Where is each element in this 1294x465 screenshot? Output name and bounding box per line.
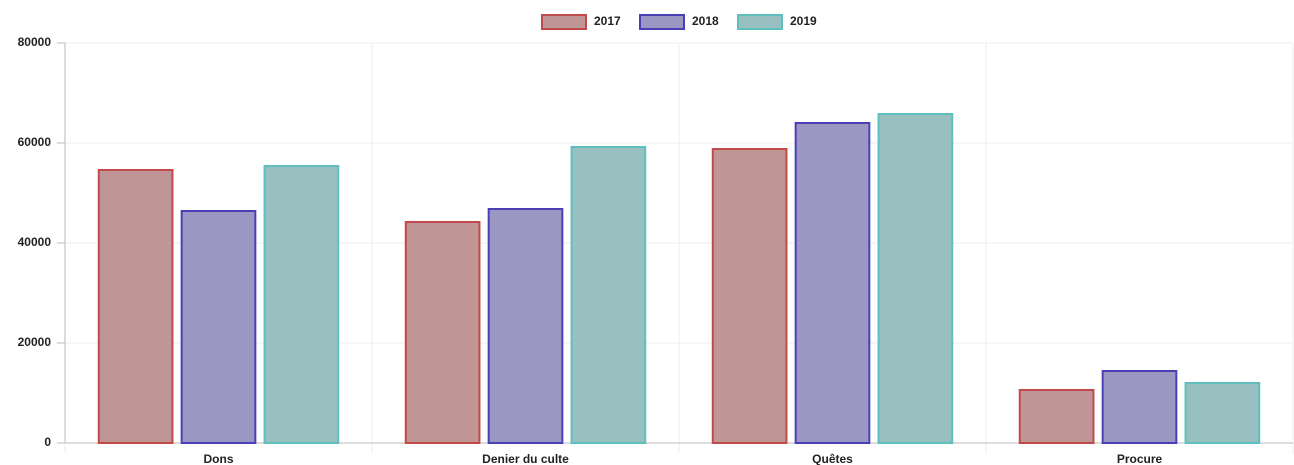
- bar: [97, 169, 174, 444]
- bar: [794, 122, 871, 444]
- legend-swatch: [737, 14, 783, 30]
- bar: [1018, 389, 1095, 444]
- x-tick-label: Dons: [204, 452, 234, 465]
- bar: [1101, 370, 1178, 444]
- legend-label: 2017: [594, 14, 621, 28]
- y-tick-label: 40000: [18, 235, 52, 249]
- bar: [711, 148, 788, 444]
- bar: [263, 165, 340, 444]
- legend-swatch: [639, 14, 685, 30]
- bar: [877, 113, 954, 444]
- legend-label: 2019: [790, 14, 817, 28]
- bar: [1184, 382, 1261, 444]
- x-tick-label: Quêtes: [812, 452, 853, 465]
- y-tick-label: 60000: [18, 135, 52, 149]
- bar: [404, 221, 481, 444]
- y-tick-label: 80000: [18, 35, 52, 49]
- bar: [487, 208, 564, 444]
- x-tick-label: Procure: [1117, 452, 1163, 465]
- y-tick-label: 0: [44, 435, 51, 449]
- legend-label: 2018: [692, 14, 719, 28]
- bar: [180, 210, 257, 444]
- x-tick-label: Denier du culte: [482, 452, 569, 465]
- bar: [570, 146, 647, 444]
- legend-swatch: [541, 14, 587, 30]
- y-tick-label: 20000: [18, 335, 52, 349]
